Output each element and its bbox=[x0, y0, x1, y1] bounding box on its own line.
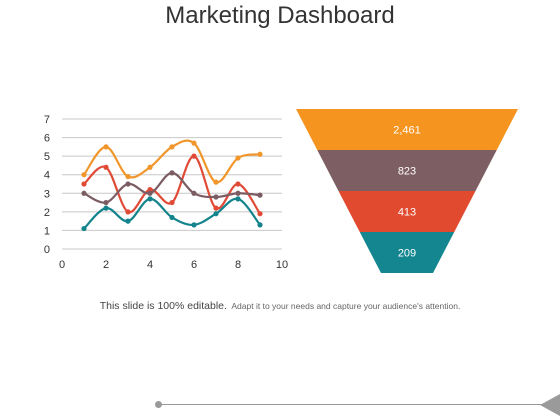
series-1-point bbox=[103, 144, 109, 150]
x-tick-label: 10 bbox=[276, 259, 288, 271]
x-tick-label: 4 bbox=[147, 259, 153, 271]
series-2-point bbox=[147, 186, 153, 193]
series-3-point bbox=[191, 190, 197, 196]
series-1-point bbox=[191, 140, 197, 146]
y-tick-label: 2 bbox=[44, 207, 50, 219]
series-4-point bbox=[147, 196, 153, 202]
series-1-point bbox=[81, 172, 87, 178]
series-1-point bbox=[169, 144, 175, 150]
y-tick-label: 1 bbox=[44, 225, 50, 237]
funnel-segment-1 bbox=[296, 109, 518, 150]
series-3-point bbox=[81, 190, 87, 196]
y-tick-label: 6 bbox=[44, 133, 50, 145]
series-4-point bbox=[125, 218, 131, 224]
series-3-point bbox=[213, 194, 219, 200]
series-2-point bbox=[257, 211, 263, 217]
footer-arrow-icon bbox=[540, 394, 560, 416]
page-title: Marketing Dashboard bbox=[165, 2, 395, 29]
footer-line bbox=[158, 404, 542, 405]
funnel-segment-2 bbox=[317, 150, 497, 191]
funnel-value-label: 2,461 bbox=[393, 125, 421, 137]
series-1-point bbox=[147, 164, 153, 170]
series-2-point bbox=[235, 181, 241, 187]
x-tick-label: 2 bbox=[103, 259, 109, 271]
series-4-point bbox=[191, 222, 197, 228]
series-3-point bbox=[125, 181, 131, 187]
caption-sub: Adapt it to your needs and capture your … bbox=[231, 301, 461, 311]
series-2-point bbox=[213, 205, 219, 211]
series-4-point bbox=[103, 205, 109, 211]
series-3-point bbox=[235, 190, 241, 196]
x-tick-label: 0 bbox=[59, 259, 65, 271]
series-4-point bbox=[213, 211, 219, 217]
series-3-point bbox=[257, 192, 263, 198]
x-tick-label: 8 bbox=[235, 259, 241, 271]
series-4-point bbox=[235, 196, 241, 202]
series-2-point bbox=[191, 153, 197, 159]
funnel-value-label: 413 bbox=[398, 207, 416, 219]
series-3-point bbox=[103, 199, 109, 206]
y-tick-label: 3 bbox=[44, 188, 50, 200]
footer-dot bbox=[155, 401, 162, 408]
series-4-point bbox=[169, 214, 175, 221]
series-1-point bbox=[125, 173, 131, 180]
y-tick-label: 4 bbox=[44, 170, 50, 182]
series-2-point bbox=[169, 199, 175, 206]
y-tick-label: 0 bbox=[44, 244, 50, 256]
series-4-point bbox=[81, 225, 87, 232]
series-2-point bbox=[125, 209, 131, 215]
funnel-segment-4 bbox=[359, 232, 455, 273]
caption-main: This slide is 100% editable. bbox=[99, 300, 227, 312]
funnel-value-label: 823 bbox=[398, 166, 416, 178]
series-1-point bbox=[213, 179, 219, 185]
funnel-segment-3 bbox=[338, 191, 476, 232]
series-3-point bbox=[169, 170, 175, 176]
y-tick-label: 5 bbox=[44, 151, 50, 163]
caption: This slide is 100% editable. Adapt it to… bbox=[0, 296, 560, 314]
series-1-point bbox=[257, 151, 263, 157]
series-3-point bbox=[147, 190, 153, 196]
series-2-point bbox=[81, 181, 87, 187]
x-tick-label: 6 bbox=[191, 259, 197, 271]
series-4-point bbox=[257, 222, 263, 228]
funnel-value-label: 209 bbox=[398, 248, 416, 260]
series-2-point bbox=[103, 164, 109, 170]
series-1-point bbox=[235, 155, 241, 161]
y-tick-label: 7 bbox=[44, 114, 50, 126]
